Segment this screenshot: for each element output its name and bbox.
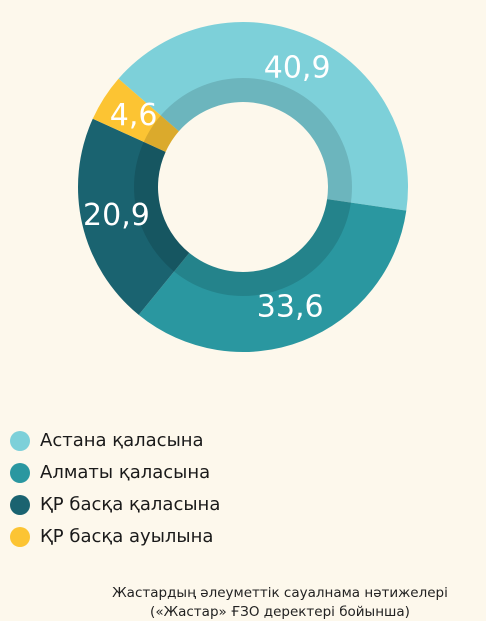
legend-swatch <box>10 463 30 483</box>
footnote: Жастардың әлеуметтік сауалнама нәтижелер… <box>112 585 448 601</box>
inner-shade <box>134 78 352 296</box>
legend-swatch <box>10 431 30 451</box>
data-label: 40,9 <box>264 50 331 85</box>
legend-swatch <box>10 527 30 547</box>
pie-slice <box>92 78 179 152</box>
legend-label: Алматы қаласына <box>40 462 210 483</box>
pie-slice <box>78 118 190 315</box>
pie-slice <box>118 22 408 211</box>
legend-label: Астана қаласына <box>40 430 204 451</box>
legend-label: ҚР басқа ауылына <box>40 526 213 547</box>
pie-slice <box>138 199 407 352</box>
footnote: («Жастар» ҒЗО деректері бойынша) <box>150 604 410 620</box>
data-label: 33,6 <box>257 290 324 325</box>
legend-label: ҚР басқа қаласына <box>40 494 220 515</box>
legend-swatch <box>10 495 30 515</box>
data-label: 4,6 <box>110 98 158 133</box>
data-label: 20,9 <box>83 198 150 233</box>
